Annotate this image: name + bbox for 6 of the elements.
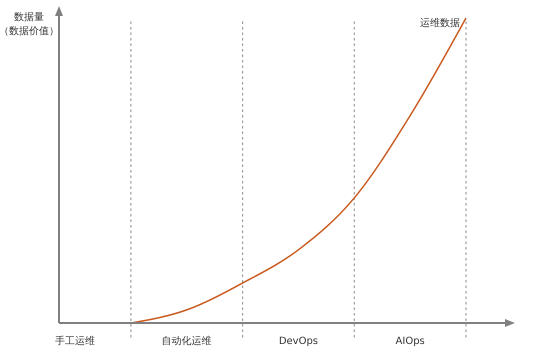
y-axis-title: 数据量（数据价值） [0,11,59,37]
annotation: 运维数据 [420,17,460,29]
x-tick-label: 自动化运维 [162,335,212,347]
x-tick-label: AIOps [396,336,425,347]
x-tick-label: 手工运维 [55,335,95,347]
x-tick-label: DevOps [278,336,318,347]
